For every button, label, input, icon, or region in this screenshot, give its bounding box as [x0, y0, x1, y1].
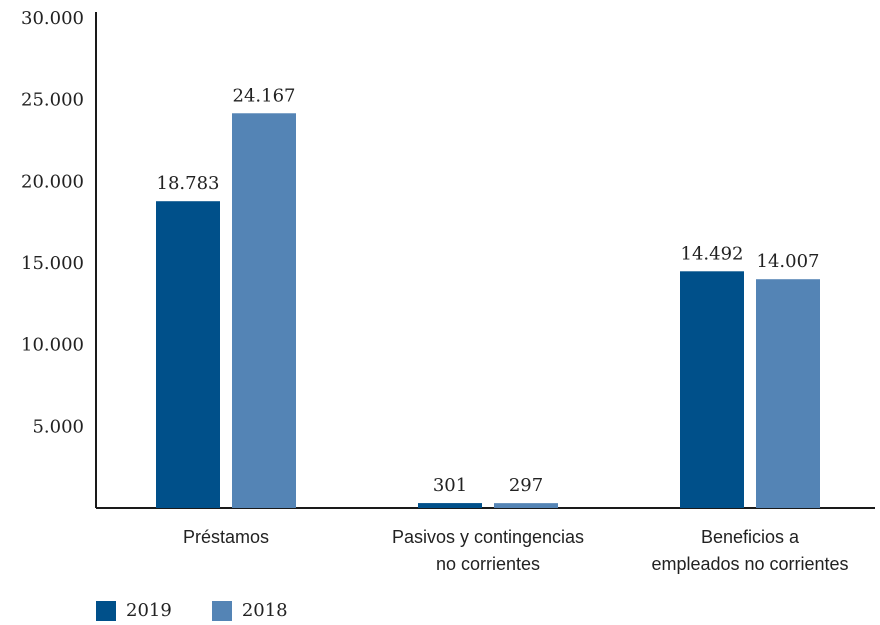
bar-2019-1 [418, 503, 482, 508]
legend-item-2018: 2018 [211, 600, 288, 621]
legend-swatch-2018 [211, 600, 232, 621]
bar-chart: 5.000 10.000 15.000 20.000 25.000 30.000 18.7… [21, 8, 875, 574]
bar-2019-2 [680, 271, 744, 508]
data-label-2019-0: 18.783 [157, 173, 220, 194]
y-tick-label: 15.000 [21, 253, 84, 274]
y-tick-labels: 5.000 10.000 15.000 20.000 25.000 30.000 [21, 8, 84, 437]
y-tick-label: 10.000 [21, 335, 84, 356]
category-label-2: Beneficios a empleados no corrientes [651, 527, 848, 574]
bar-2019-0 [156, 201, 220, 508]
data-label-2018-0: 24.167 [233, 85, 296, 106]
category-label-1: Pasivos y contingencias no corrientes [392, 527, 584, 574]
category-labels-group: Préstamos Pasivos y contingencias no corri… [183, 527, 849, 574]
category-label-0: Préstamos [183, 527, 269, 547]
data-label-2018-1: 297 [509, 475, 543, 496]
y-tick-label: 30.000 [21, 8, 84, 29]
y-tick-label: 25.000 [21, 90, 84, 111]
legend-swatch-2019 [96, 600, 116, 621]
bar-2018-1 [494, 503, 558, 508]
legend-item-2019: 2019 [96, 600, 172, 621]
data-label-2019-2: 14.492 [681, 243, 744, 264]
bars-group [156, 113, 820, 508]
bar-2018-0 [232, 113, 296, 508]
data-label-2019-1: 301 [433, 475, 467, 496]
y-tick-label: 5.000 [32, 416, 84, 437]
bar-2018-2 [756, 279, 820, 508]
data-label-2018-2: 14.007 [757, 251, 820, 272]
legend-label-2019: 2019 [126, 600, 172, 621]
legend: 2019 2018 [96, 600, 318, 621]
legend-label-2018: 2018 [241, 600, 288, 621]
data-labels-group: 18.783 301 14.492 24.167 297 14.007 [157, 85, 820, 496]
y-tick-label: 20.000 [21, 171, 84, 192]
